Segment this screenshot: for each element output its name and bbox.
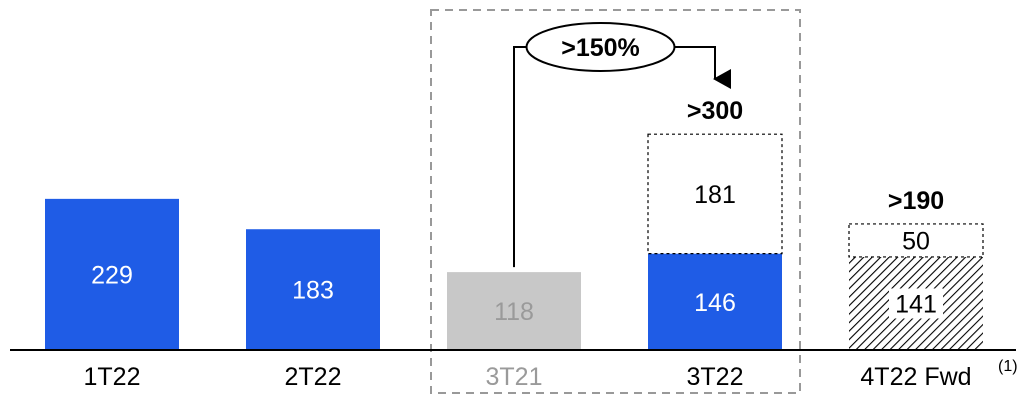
bar-segment-3t21-118 bbox=[447, 272, 581, 350]
value-label-bg bbox=[889, 288, 943, 319]
value-label-3t21-118: 118 bbox=[494, 298, 534, 326]
growth-connector-left bbox=[513, 46, 527, 268]
footnote-marker: (1) bbox=[998, 358, 1018, 375]
x-tick-label-1t22: 1T22 bbox=[84, 363, 141, 391]
value-label-3t22-146: 146 bbox=[694, 289, 736, 317]
total-label-4t22-fwd: >190 bbox=[888, 187, 944, 215]
growth-connector-arrow bbox=[674, 46, 731, 89]
bar-segment-4t22-fwd-50 bbox=[848, 223, 984, 258]
value-label-4t22-fwd-141: 141 bbox=[895, 290, 937, 318]
x-tick-label-4t22-fwd: 4T22 Fwd bbox=[860, 363, 971, 391]
value-label-3t22-181: 181 bbox=[694, 181, 736, 209]
bar-segment-2t22-183 bbox=[246, 229, 380, 350]
bar-segment-1t22-229 bbox=[45, 198, 179, 350]
value-label-4t22-fwd-50: 50 bbox=[902, 227, 930, 255]
x-tick-label-3t21: 3T21 bbox=[486, 363, 543, 391]
bar-segment-3t22-146 bbox=[648, 253, 782, 350]
growth-ellipse bbox=[525, 22, 676, 72]
highlight-box bbox=[430, 9, 801, 394]
value-label-1t22-229: 229 bbox=[91, 261, 133, 289]
x-tick-label-3t22: 3T22 bbox=[687, 363, 744, 391]
x-tick-label-2t22: 2T22 bbox=[285, 363, 342, 391]
value-label-2t22-183: 183 bbox=[292, 277, 334, 305]
growth-label: >150% bbox=[561, 34, 640, 62]
bar-segment-3t22-181 bbox=[647, 133, 783, 255]
total-label-3t22: >300 bbox=[687, 97, 743, 125]
